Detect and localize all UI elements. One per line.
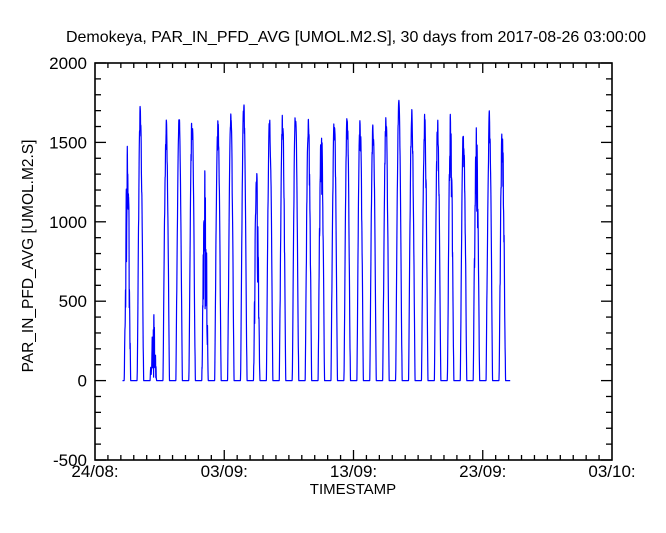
plot-frame — [94, 62, 613, 461]
x-tick-label: 03/10: — [588, 462, 635, 481]
x-axis-label: TIMESTAMP — [310, 481, 396, 498]
x-tick-labels: 24/08: 03/09: 13/09: 23/09: 03/10: — [71, 462, 635, 481]
y-tick-label: 0 — [78, 372, 87, 391]
x-tick-label: 24/08: — [71, 462, 118, 481]
axis-ticks — [95, 62, 612, 461]
x-tick-label: 03/09: — [201, 462, 248, 481]
y-tick-labels: -500 0 500 1000 1500 2000 — [49, 54, 87, 470]
y-axis-label: PAR_IN_PFD_AVG [UMOL.M2.S] — [20, 140, 37, 373]
chart-title: Demokeya, PAR_IN_PFD_AVG [UMOL.M2.S], 30… — [66, 29, 646, 46]
y-tick-label: -500 — [53, 451, 87, 470]
x-tick-label: 13/09: — [330, 462, 377, 481]
y-tick-label: 2000 — [49, 54, 87, 73]
y-tick-label: 1000 — [49, 213, 87, 232]
x-tick-label: 23/09: — [459, 462, 506, 481]
y-tick-label: 1500 — [49, 133, 87, 152]
par-timeseries-line — [121, 99, 511, 382]
y-tick-label: 500 — [59, 292, 87, 311]
